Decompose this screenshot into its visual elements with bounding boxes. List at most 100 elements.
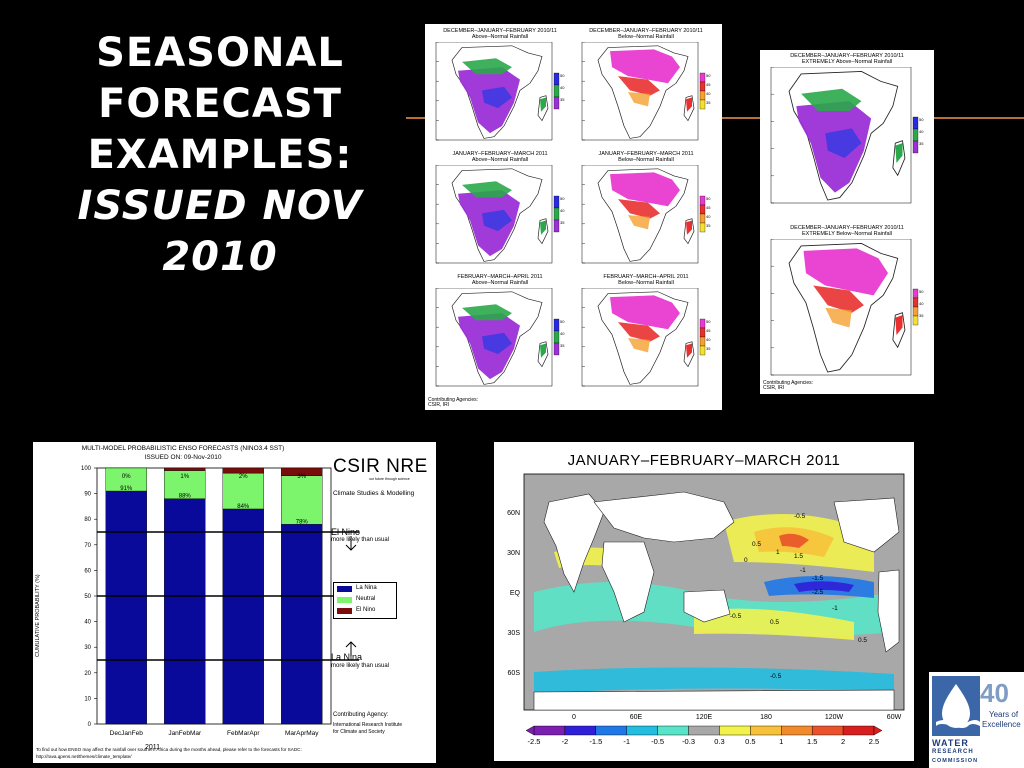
dept-label: Climate Studies & Modelling [333, 490, 415, 497]
continent-outline [601, 541, 655, 623]
y-tick-label: 20 [84, 671, 91, 677]
scale-tick-label: -1 [623, 737, 630, 746]
enso-forecast-chart: MULTI-MODEL PROBABILISTIC ENSO FORECASTS… [33, 442, 436, 763]
continent-outline [683, 589, 731, 623]
bar-neutral [105, 467, 147, 492]
forecast-map: JANUARY–FEBRUARY–MARCH 2011 Above–Normal … [428, 151, 572, 271]
grid-footer: Contributing Agencies: CSIR, IRI [428, 398, 478, 408]
extreme-footer: Contributing Agencies: CSIR, IRI [763, 381, 813, 391]
map-title: FEBRUARY–MARCH–APRIL 2011 [457, 274, 543, 280]
continent-outline [833, 497, 900, 553]
map-title: DECEMBER–JANUARY–FEBRUARY 2010/11 [790, 225, 904, 231]
scale-label: 35 [560, 97, 565, 102]
map-title: DECEMBER–JANUARY–FEBRUARY 2010/11 [790, 53, 904, 59]
scale-label: 40 [919, 301, 924, 306]
lon-label: 180 [760, 714, 772, 721]
map-subtitle: Above–Normal Rainfall [471, 280, 529, 286]
scale-label: 40 [560, 331, 565, 336]
rainfall-forecast-grid: DECEMBER–JANUARY–FEBRUARY 2010/11 Above–N… [425, 24, 722, 410]
scale-tick-label: -0.5 [651, 737, 664, 746]
forecast-map: DECEMBER–JANUARY–FEBRUARY 2010/11 EXTREME… [763, 53, 931, 211]
agency-label: Contributing Agency: [333, 712, 389, 718]
y-tick-label: 10 [84, 696, 91, 702]
map-plot: 50 45 40 35 [581, 42, 711, 141]
map-plot: 50 45 40 35 [581, 288, 711, 387]
lat-label: EQ [510, 590, 521, 597]
footer-line: Contributing Agencies: [428, 397, 479, 403]
scale-tick-label: -2.5 [528, 737, 541, 746]
scale-label: 35 [706, 100, 711, 105]
y-tick-label: 70 [84, 543, 91, 549]
scale-tick-label: 2.5 [869, 737, 879, 746]
wrc-name: COMMISSION [932, 758, 979, 764]
bar-la-nina [281, 524, 323, 725]
footer-line: Contributing Agencies: [763, 380, 814, 386]
scale-label: 50 [706, 73, 711, 78]
continent-outline [533, 689, 895, 711]
legend-label: La Nina [356, 585, 377, 591]
scale-tick-label: 2 [841, 737, 845, 746]
scale-swatch [781, 725, 813, 736]
scale-swatch [719, 725, 751, 736]
contour-label: -1 [800, 567, 806, 574]
scale-label: 50 [919, 117, 924, 122]
legend-label: El Nino [356, 607, 376, 613]
x-category-label: FebMarApr [227, 730, 260, 737]
y-tick-label: 60 [84, 568, 91, 574]
scale-tick-label: -1.5 [589, 737, 602, 746]
subtitle-line: ISSUED NOV [77, 183, 363, 229]
scale-tick-label: 1.5 [807, 737, 817, 746]
neutral-data-label: 1% [180, 474, 189, 480]
y-tick-label: 100 [81, 466, 92, 472]
chart-footer-link[interactable]: http://rava.qpens.net/themes/climate_tem… [36, 754, 132, 759]
scale-tick-label: 1 [779, 737, 783, 746]
map-subtitle: Below–Normal Rainfall [618, 34, 674, 40]
scale-swatch [842, 725, 875, 736]
scale-swatch [564, 725, 597, 736]
contour-label: 1 [776, 549, 780, 556]
scale-swatch [657, 725, 689, 736]
lon-label: 120W [825, 714, 844, 721]
scale-swatch [595, 725, 627, 736]
y-tick-label: 90 [84, 492, 91, 498]
x-category-label: DecJanFeb [110, 730, 144, 737]
contour-label: -0.5 [730, 613, 742, 620]
la-nina-data-label: 78% [296, 519, 309, 525]
up-arrow-icon [345, 641, 357, 656]
neutral-data-label: 2% [239, 474, 248, 480]
lat-label: 30S [508, 630, 521, 637]
lon-label: 60E [630, 714, 643, 721]
x-axis-year: 2011 [145, 744, 161, 751]
scale-label: 50 [560, 319, 565, 324]
map-subtitle: Above–Normal Rainfall [471, 34, 529, 40]
contour-label: 0.5 [752, 541, 761, 548]
agency-name: International Research Institute [333, 722, 403, 728]
y-tick-label: 30 [84, 645, 91, 651]
la-nina-sub: more likely than usual [331, 663, 390, 669]
contour-label: 0.5 [770, 619, 779, 626]
water-drop-icon [932, 676, 980, 736]
bar-neutral [222, 472, 264, 510]
forecast-map: JANUARY–FEBRUARY–MARCH 2011 Below–Normal … [574, 151, 718, 271]
bar-neutral [281, 475, 323, 525]
footer-line: CSIR, IRI [763, 385, 785, 391]
extreme-rainfall-panel: DECEMBER–JANUARY–FEBRUARY 2010/11 EXTREME… [760, 50, 934, 394]
scale-label: 50 [919, 289, 924, 294]
wrc-name: WATER [932, 738, 969, 748]
down-arrow-icon [345, 536, 357, 551]
wrc-years: Years of [989, 710, 1019, 719]
scale-label: 45 [706, 205, 711, 210]
lon-label: 60W [887, 714, 902, 721]
scale-label: 35 [560, 343, 565, 348]
la-nina-data-label: 84% [237, 504, 250, 510]
bar-el-nino [164, 467, 206, 471]
lat-label: 60N [507, 510, 520, 517]
title-line: EXAMPLES: [87, 132, 353, 178]
scale-label: 40 [706, 337, 711, 342]
scale-tick-label: 0.3 [714, 737, 724, 746]
lat-label: 30N [507, 550, 520, 557]
scale-label: 40 [706, 91, 711, 96]
forecast-map: DECEMBER–JANUARY–FEBRUARY 2010/11 Above–N… [428, 28, 572, 148]
continent-outline [593, 491, 735, 543]
y-tick-label: 0 [88, 722, 92, 728]
